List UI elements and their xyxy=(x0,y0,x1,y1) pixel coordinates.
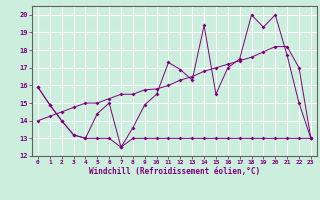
X-axis label: Windchill (Refroidissement éolien,°C): Windchill (Refroidissement éolien,°C) xyxy=(89,167,260,176)
